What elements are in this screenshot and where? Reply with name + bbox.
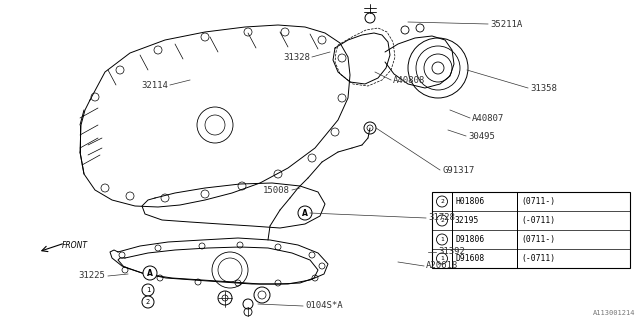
Circle shape	[142, 284, 154, 296]
Text: (0711-): (0711-)	[521, 197, 555, 206]
Text: 2: 2	[440, 199, 444, 204]
Text: A: A	[302, 209, 308, 218]
Circle shape	[436, 253, 447, 264]
Bar	[432, 192, 630, 268]
Text: 1: 1	[440, 256, 444, 261]
Text: (0711-): (0711-)	[521, 235, 555, 244]
Text: 31358: 31358	[530, 84, 557, 92]
Circle shape	[436, 234, 447, 245]
Text: A113001214: A113001214	[593, 310, 635, 316]
Text: 30495: 30495	[468, 132, 495, 140]
Text: 31328: 31328	[283, 52, 310, 61]
Text: 31392: 31392	[438, 247, 465, 257]
Text: 15008: 15008	[263, 186, 290, 195]
Text: 31728: 31728	[428, 213, 455, 222]
Text: A: A	[147, 268, 153, 277]
Text: FRONT: FRONT	[62, 242, 88, 251]
Text: 32114: 32114	[141, 81, 168, 90]
Circle shape	[143, 266, 157, 280]
Text: (-0711): (-0711)	[521, 254, 555, 263]
Text: 1: 1	[146, 287, 150, 293]
Circle shape	[298, 206, 312, 220]
Text: 2: 2	[146, 299, 150, 305]
Circle shape	[436, 215, 447, 226]
Text: 35211A: 35211A	[490, 20, 522, 28]
Text: G91317: G91317	[442, 165, 474, 174]
Text: A40807: A40807	[472, 114, 504, 123]
Text: 1: 1	[440, 237, 444, 242]
Text: H01806: H01806	[455, 197, 484, 206]
Circle shape	[436, 196, 447, 207]
Text: 0104S*A: 0104S*A	[305, 301, 342, 310]
Circle shape	[142, 296, 154, 308]
Text: 32195: 32195	[455, 216, 479, 225]
Text: A20618: A20618	[426, 261, 458, 270]
Text: (-0711): (-0711)	[521, 216, 555, 225]
Text: D91608: D91608	[455, 254, 484, 263]
Text: D91806: D91806	[455, 235, 484, 244]
Text: 31225: 31225	[78, 271, 105, 281]
Text: 2: 2	[440, 218, 444, 223]
Text: A40808: A40808	[393, 76, 425, 84]
